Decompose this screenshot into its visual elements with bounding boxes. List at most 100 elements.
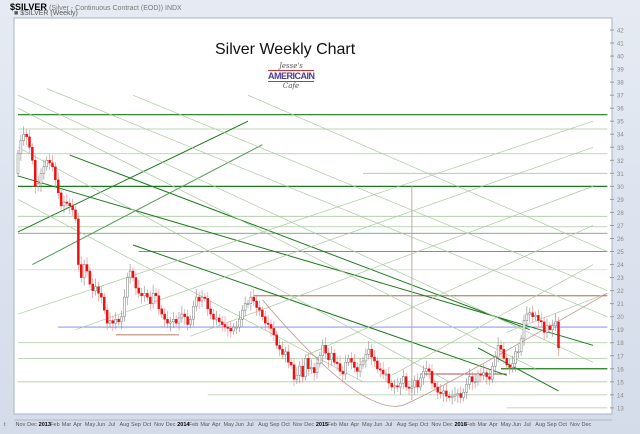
x-tick-label: Jul [385,422,392,428]
y-tick-label: 34 [617,133,624,139]
candle-body [255,300,258,308]
candle-body [292,364,296,380]
candle-body [65,201,69,204]
candle-body [243,303,247,311]
x-tick-label: Dec [166,422,176,428]
trend-line [17,146,450,383]
candle-body [54,166,57,181]
x-tick-label: Dec [304,422,314,428]
candle-body [59,192,63,207]
candle-body [275,334,278,346]
candle-body [34,160,37,187]
x-tick-label: Oct [281,422,290,428]
candle-body [476,373,480,383]
candle-body [28,136,31,148]
x-tick-label: Mar [478,422,488,428]
x-tick-label: May [362,422,373,428]
candle-body [514,351,517,364]
trend-line [190,186,594,337]
candle-body [453,394,457,397]
candle-body [436,386,439,393]
candle-body [370,348,373,358]
x-tick-label: Nov [16,422,26,428]
candle-body [143,292,146,297]
candle-body [249,296,253,304]
x-tick-label: Feb [327,422,336,428]
candle-body [111,320,115,324]
candle-body [344,362,347,375]
candle-body [100,292,103,298]
candle-body [126,277,129,298]
candle-body [511,363,514,368]
candle-body [68,203,71,207]
x-tick-label: Sep [270,422,280,428]
y-tick-label: 24 [617,263,624,269]
x-tick-label: May [85,422,96,428]
candle-body [258,307,261,311]
candle-body [508,364,511,368]
trend-line [132,244,507,376]
y-tick-label: 25 [617,250,624,256]
candle-body [407,386,411,389]
candle-body [525,313,529,321]
x-tick-label: Jun [96,422,105,428]
x-tick-label: Feb [189,422,198,428]
americain-cafe-logo: Jesse's AMERICAIN Cafe [268,62,315,98]
candle-body [128,270,132,278]
x-tick-label: Oct [558,422,567,428]
x-tick-label: Dec [443,422,453,428]
candle-body [379,368,382,371]
candle-body [74,209,77,220]
candle-body [338,363,342,372]
candle-body [151,292,155,304]
candle-body [333,352,336,363]
y-tick-label: 40 [617,55,624,61]
candle-body [180,313,184,319]
candle-body [517,351,520,354]
candle-body [353,362,356,368]
candle-body [318,355,322,364]
candle-body [160,308,163,315]
candle-body [94,286,97,291]
x-tick-label: Apr [351,422,360,428]
candle-body [238,319,241,328]
trend-line [17,107,536,370]
logo-mid: AMERICAIN [268,70,315,82]
candle-body [494,356,497,367]
candle-body [235,326,238,329]
candle-body [376,360,379,370]
candle-body [381,369,385,375]
x-tick-label: Feb [50,422,59,428]
y-tick-label: 27 [617,224,624,230]
trend-line [17,94,594,363]
candle-body [16,153,20,174]
candle-body [450,395,454,398]
candle-body [183,313,186,317]
candle-body [261,309,264,317]
candle-body [537,315,540,321]
candle-body [315,363,319,373]
logo-bot: Cafe [282,82,300,90]
candle-body [393,385,396,388]
candle-body [57,179,60,194]
trend-line [391,264,594,376]
candle-body [88,270,92,285]
candle-body [310,367,313,370]
candle-body [289,362,293,366]
candle-body [272,328,276,336]
candle-body [330,352,333,360]
y-tick-label: 22 [617,289,624,295]
candle-body [295,375,299,380]
logo-top: Jesse's [279,62,303,70]
x-tick-label: Jun [235,422,244,428]
candle-body [140,292,143,297]
x-tick-label: Sep [131,422,141,428]
candle-body [166,319,169,324]
trend-line [477,347,559,392]
candle-body [350,358,353,363]
candle-body [459,393,462,398]
candle-body [42,166,46,174]
candle-body [367,348,370,355]
x-tick-label: t [4,422,6,428]
